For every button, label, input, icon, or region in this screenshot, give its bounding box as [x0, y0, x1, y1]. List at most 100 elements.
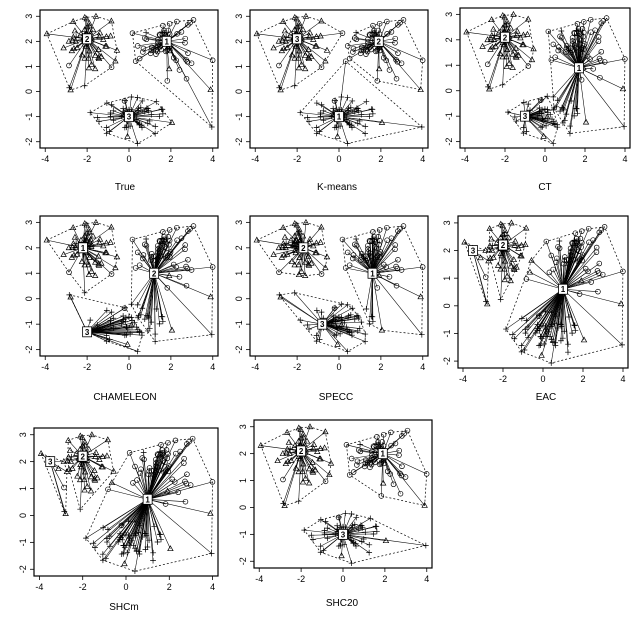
- data-point: [89, 432, 94, 437]
- svg-text:1: 1: [381, 450, 386, 459]
- membership-line: [379, 41, 423, 60]
- data-point: [160, 318, 166, 324]
- x-tick-label: 2: [168, 154, 173, 164]
- data-point: [369, 107, 375, 113]
- y-tick-label: -1: [238, 530, 248, 538]
- data-point: [108, 33, 113, 38]
- data-point: [558, 28, 564, 34]
- data-point: [567, 131, 573, 137]
- y-tick-label: 2: [18, 459, 28, 464]
- membership-line: [383, 454, 425, 506]
- data-point: [61, 508, 67, 514]
- data-point: [338, 94, 344, 100]
- data-point: [152, 331, 158, 337]
- y-tick-label: 3: [24, 14, 34, 19]
- data-point: [362, 339, 368, 345]
- x-tick-label: 2: [378, 362, 383, 372]
- panel-title: CT: [485, 182, 605, 193]
- data-point: [362, 331, 368, 337]
- data-point: [547, 270, 552, 275]
- data-point: [82, 290, 88, 296]
- data-point: [500, 82, 506, 88]
- data-point: [152, 124, 158, 130]
- data-point: [292, 221, 297, 226]
- data-point: [129, 317, 135, 323]
- data-point: [525, 32, 530, 37]
- cluster-center: 1: [368, 268, 377, 278]
- svg-text:2: 2: [301, 244, 306, 253]
- svg-text:3: 3: [295, 35, 300, 44]
- data-point: [148, 319, 154, 325]
- y-tick-label: 2: [234, 39, 244, 44]
- data-point: [519, 343, 525, 349]
- x-tick-label: 2: [382, 574, 387, 584]
- membership-line: [279, 295, 322, 324]
- svg-text:3: 3: [48, 458, 53, 467]
- data-point: [387, 274, 392, 279]
- data-point: [82, 83, 88, 89]
- data-point: [485, 84, 491, 90]
- membership-line: [108, 489, 148, 499]
- x-tick-label: 4: [420, 154, 425, 164]
- svg-text:1: 1: [145, 495, 150, 504]
- svg-text:1: 1: [561, 285, 566, 294]
- x-tick-label: 4: [622, 154, 627, 164]
- data-point: [159, 314, 165, 320]
- data-point: [120, 106, 126, 112]
- y-tick-label: 1: [444, 63, 454, 68]
- data-point: [186, 257, 191, 262]
- data-point: [549, 58, 554, 63]
- data-point: [130, 481, 135, 486]
- data-point: [56, 466, 61, 471]
- y-tick-label: 2: [238, 451, 248, 456]
- y-tick-label: 2: [444, 37, 454, 42]
- data-point: [159, 442, 164, 447]
- data-point: [374, 528, 380, 534]
- data-point: [71, 19, 76, 24]
- data-point: [485, 62, 490, 67]
- data-point: [419, 124, 425, 130]
- data-point: [280, 500, 286, 506]
- data-point: [523, 242, 528, 247]
- data-point: [394, 76, 399, 81]
- data-point: [135, 349, 141, 355]
- y-tick-label: 3: [24, 220, 34, 225]
- data-point: [349, 560, 355, 566]
- y-tick-label: -1: [234, 113, 244, 121]
- svg-text:2: 2: [299, 447, 304, 456]
- data-point: [105, 437, 110, 442]
- x-tick-label: -2: [501, 154, 509, 164]
- data-point: [135, 95, 141, 101]
- x-tick-label: 4: [420, 362, 425, 372]
- cluster-center: 2: [299, 243, 308, 253]
- data-point: [565, 349, 571, 355]
- y-tick-label: -2: [444, 138, 454, 146]
- x-tick-label: 0: [126, 154, 131, 164]
- data-point: [567, 123, 573, 129]
- x-tick-label: 4: [210, 362, 215, 372]
- data-point: [318, 240, 323, 245]
- data-point: [320, 117, 326, 123]
- x-tick-label: 4: [210, 582, 215, 592]
- data-point: [594, 245, 599, 250]
- data-point: [367, 321, 373, 327]
- y-tick-label: 0: [442, 303, 452, 308]
- data-point: [135, 141, 141, 147]
- cluster-center: 3: [46, 457, 55, 467]
- data-point: [38, 451, 43, 456]
- y-tick-label: 1: [24, 64, 34, 69]
- data-point: [396, 257, 401, 262]
- y-tick-label: 1: [24, 271, 34, 276]
- data-point: [305, 322, 311, 328]
- data-point: [128, 94, 134, 100]
- y-tick-label: 0: [234, 296, 244, 301]
- data-point: [297, 317, 303, 323]
- y-tick-label: -2: [18, 565, 28, 573]
- x-tick-label: 2: [168, 362, 173, 372]
- svg-text:2: 2: [501, 241, 506, 250]
- y-tick-label: 2: [24, 245, 34, 250]
- data-point: [370, 111, 376, 117]
